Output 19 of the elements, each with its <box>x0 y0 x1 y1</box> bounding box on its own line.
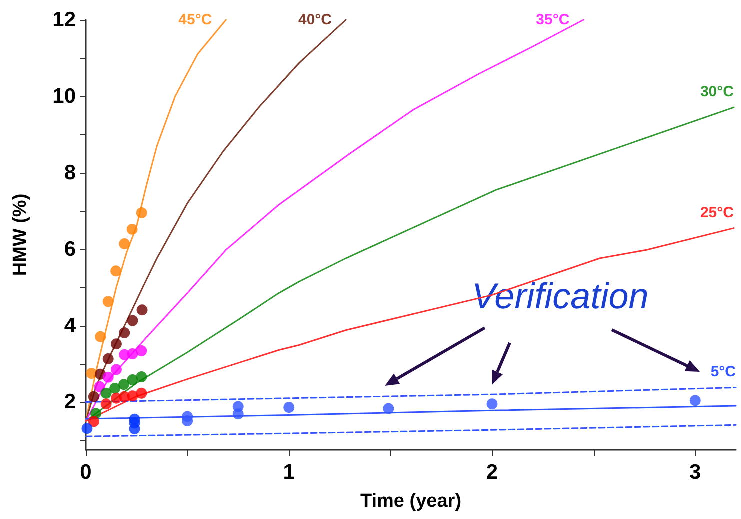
y-tick-label: 6 <box>64 238 76 261</box>
series-label: 45°C <box>178 12 212 28</box>
y-tick-label: 2 <box>64 390 76 414</box>
x-axis-title: Time (year) <box>360 491 462 512</box>
x-tick-label: 3 <box>690 461 702 484</box>
y-tick-label: 10 <box>52 84 76 108</box>
y-axis-title: HMW (%) <box>10 194 31 276</box>
y-tick-label: 8 <box>64 161 76 184</box>
y-tick-label: 12 <box>52 8 76 32</box>
y-tick-label: 4 <box>64 314 76 338</box>
series-label: 5°C <box>710 364 736 381</box>
annotation: Verification <box>472 276 649 316</box>
x-tick-label: 2 <box>486 461 498 484</box>
series-label: 30°C <box>700 84 734 101</box>
series-label: 35°C <box>536 12 570 28</box>
series-label: 25°C <box>700 204 734 222</box>
series-label: 40°C <box>298 12 332 28</box>
x-tick-label: 1 <box>283 461 296 484</box>
x-tick-label: 0 <box>80 461 92 484</box>
